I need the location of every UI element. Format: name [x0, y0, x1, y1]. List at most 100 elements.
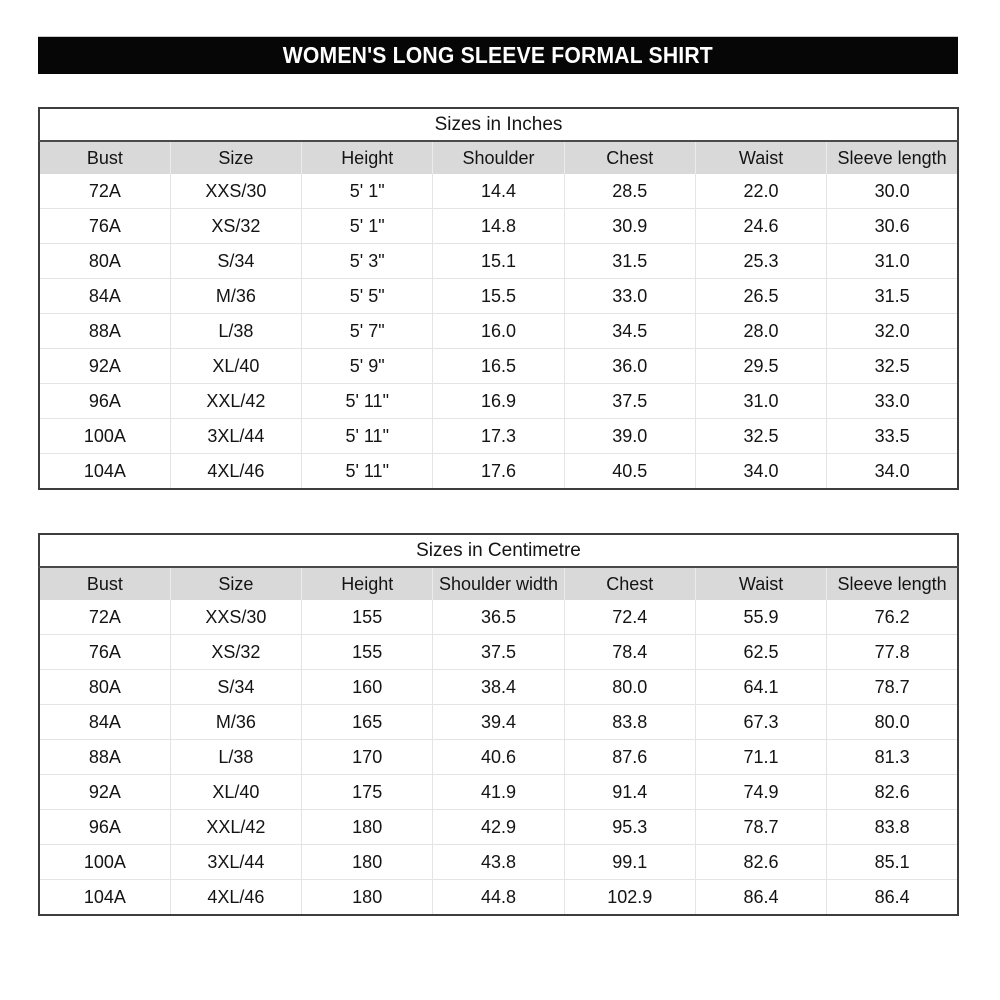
table-cell: 40.6 [432, 739, 565, 775]
header-row: Bust Size Height Shoulder Chest Waist Sleeve l… [39, 141, 958, 174]
column-header: Height [301, 141, 433, 174]
page-title: WOMEN'S LONG SLEEVE FORMAL SHIRT [282, 42, 714, 68]
table-cell: 82.6 [826, 774, 958, 810]
table-cell: 5' 1" [301, 174, 433, 209]
table-row: 72A XXS/30 5' 1" 14.4 28.5 22.0 30.0 [39, 174, 958, 209]
table-cell: 32.0 [826, 313, 958, 349]
table-title: Sizes in Inches [39, 108, 958, 142]
table-cell: 87.6 [563, 739, 696, 775]
table-cell: 14.8 [432, 208, 565, 244]
table-cell: 180 [301, 809, 433, 845]
table-cell: 37.5 [432, 634, 565, 670]
table-cell: 88A [39, 739, 171, 775]
table-row: 96A XXL/42 180 42.9 95.3 78.7 83.8 [39, 809, 958, 845]
table-cell: 155 [301, 634, 433, 670]
table-cell: 76.2 [826, 600, 958, 635]
table-cell: 33.0 [563, 278, 696, 314]
table-cell: XXL/42 [169, 809, 302, 845]
table-cell: 102.9 [563, 879, 696, 915]
table-cell: 14.4 [432, 174, 565, 209]
table-cell: 36.5 [432, 600, 565, 635]
table-cell: 72.4 [563, 600, 696, 635]
table-cell: 83.8 [826, 809, 958, 845]
table-cell: 41.9 [432, 774, 565, 810]
table-cell: 29.5 [694, 348, 827, 384]
table-cell: 16.9 [432, 383, 565, 419]
table-cell: 28.5 [563, 174, 696, 209]
table-cell: 38.4 [432, 669, 565, 705]
table-row: 96A XXL/42 5' 11" 16.9 37.5 31.0 33.0 [39, 383, 958, 419]
table-cell: 5' 1" [301, 208, 433, 244]
table-cell: XXL/42 [169, 383, 302, 419]
table-cell: 80.0 [826, 704, 958, 740]
table-cell: 24.6 [694, 208, 827, 244]
table-row: 88A L/38 170 40.6 87.6 71.1 81.3 [39, 739, 958, 775]
table-cell: 72A [39, 600, 171, 635]
table-cell: 83.8 [563, 704, 696, 740]
table-cell: 100A [39, 418, 171, 454]
table-cell: 22.0 [694, 174, 827, 209]
column-header: Sleeve length [826, 567, 958, 600]
table-row: 80A S/34 5' 3" 15.1 31.5 25.3 31.0 [39, 243, 958, 279]
table-cell: 160 [301, 669, 433, 705]
table-cell: 32.5 [694, 418, 827, 454]
table-cell: 32.5 [826, 348, 958, 384]
table-cell: 16.5 [432, 348, 565, 384]
table-cell: 3XL/44 [169, 418, 302, 454]
table-cell: 30.9 [563, 208, 696, 244]
table-cell: M/36 [169, 704, 302, 740]
table-cell: 78.7 [694, 809, 827, 845]
table-body: 72A XXS/30 5' 1" 14.4 28.5 22.0 30.0 76A XS/32 5'… [39, 174, 958, 489]
table-row: 88A L/38 5' 7" 16.0 34.5 28.0 32.0 [39, 313, 958, 349]
table-cell: 15.5 [432, 278, 565, 314]
table-cell: 33.0 [826, 383, 958, 419]
table-cell: 99.1 [563, 844, 696, 880]
table-cell: 43.8 [432, 844, 565, 880]
table-cell: S/34 [169, 243, 302, 279]
table-title-row: Sizes in Inches [39, 108, 958, 142]
column-header: Waist [694, 567, 827, 600]
table-cell: 5' 11" [301, 418, 433, 454]
table-row: 100A 3XL/44 5' 11" 17.3 39.0 32.5 33.5 [39, 418, 958, 454]
table-cell: 76A [39, 208, 171, 244]
table-cell: 80.0 [563, 669, 696, 705]
table-row: 84A M/36 165 39.4 83.8 67.3 80.0 [39, 704, 958, 740]
table-cell: 30.6 [826, 208, 958, 244]
table-cell: 72A [39, 174, 171, 209]
table-cell: 26.5 [694, 278, 827, 314]
table-cell: 92A [39, 774, 171, 810]
table-cell: 15.1 [432, 243, 565, 279]
table-row: 76A XS/32 5' 1" 14.8 30.9 24.6 30.6 [39, 208, 958, 244]
table-cell: 67.3 [694, 704, 827, 740]
table-cell: 31.5 [826, 278, 958, 314]
column-header: Bust [39, 567, 171, 600]
table-cell: M/36 [169, 278, 302, 314]
size-table-centimetre: Sizes in Centimetre Bust Size Height Should… [38, 533, 959, 916]
table-row: 80A S/34 160 38.4 80.0 64.1 78.7 [39, 669, 958, 705]
table-cell: 17.6 [432, 453, 565, 489]
column-header: Shoulder [432, 141, 565, 174]
column-header: Shoulder width [432, 567, 565, 600]
table-cell: 55.9 [694, 600, 827, 635]
header-row: Bust Size Height Shoulder width Chest Waist Sl… [39, 567, 958, 600]
table-cell: 64.1 [694, 669, 827, 705]
table-cell: 180 [301, 879, 433, 915]
table-row: 92A XL/40 175 41.9 91.4 74.9 82.6 [39, 774, 958, 810]
table-title-row: Sizes in Centimetre [39, 534, 958, 568]
column-header: Waist [694, 141, 827, 174]
table-cell: 34.5 [563, 313, 696, 349]
table-cell: 85.1 [826, 844, 958, 880]
table-cell: 76A [39, 634, 171, 670]
table-cell: XXS/30 [169, 600, 302, 635]
table-body: 72A XXS/30 155 36.5 72.4 55.9 76.2 76A XS/32 155 3… [39, 600, 958, 915]
size-table-inches: Sizes in Inches Bust Size Height Shoulder Ch… [38, 107, 959, 490]
table-cell: 30.0 [826, 174, 958, 209]
column-header: Size [169, 141, 302, 174]
table-cell: XS/32 [169, 634, 302, 670]
table-row: 72A XXS/30 155 36.5 72.4 55.9 76.2 [39, 600, 958, 635]
table-cell: 31.0 [826, 243, 958, 279]
table-cell: 170 [301, 739, 433, 775]
table-cell: 92A [39, 348, 171, 384]
table-cell: 175 [301, 774, 433, 810]
table-cell: XL/40 [169, 774, 302, 810]
